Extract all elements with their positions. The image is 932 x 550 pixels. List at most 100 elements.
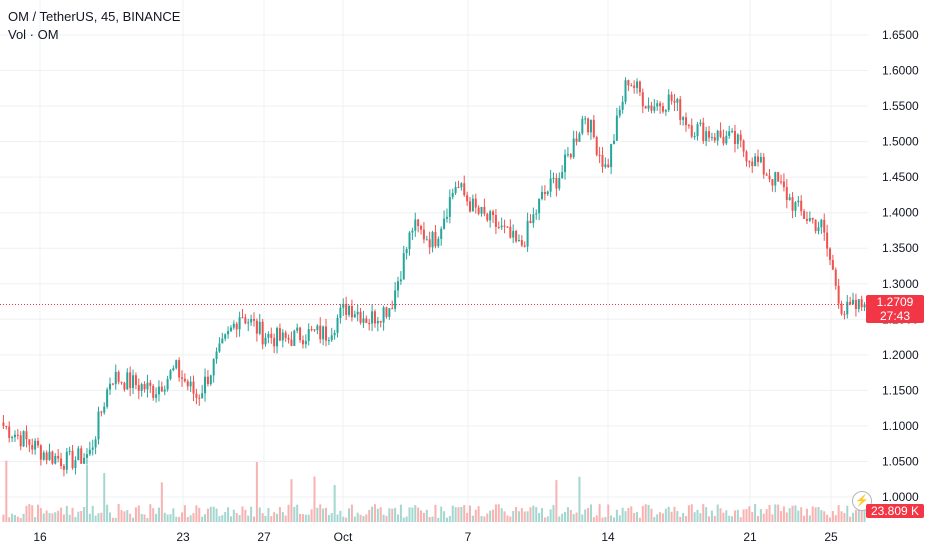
candle-body (273, 337, 276, 347)
volume-bar (235, 513, 238, 522)
bar-countdown: 27:43 (879, 309, 911, 324)
volume-bar (486, 513, 489, 522)
volume-bar (837, 505, 840, 522)
volume-bar (454, 507, 457, 522)
volume-bars (2, 460, 866, 522)
volume-bar (817, 507, 820, 522)
candle-body (299, 327, 302, 341)
volume-bar (515, 506, 518, 522)
volume-bar (218, 516, 221, 522)
volume-bar (60, 507, 63, 522)
candle-body (466, 195, 469, 202)
candle-body (820, 219, 823, 228)
candle-body (860, 299, 863, 308)
volume-bar (673, 506, 676, 522)
candle-body (371, 311, 374, 324)
candle-body (710, 137, 713, 139)
candle-body (301, 340, 304, 345)
volume-bar (103, 473, 106, 522)
volume-bar (814, 507, 817, 522)
volume-bar (849, 516, 852, 522)
candle-body (653, 106, 656, 111)
candle-body (270, 333, 273, 338)
candle-body (247, 322, 250, 324)
volume-bar (852, 512, 855, 522)
volume-bar (561, 513, 564, 522)
volume-bar (661, 513, 664, 522)
candle-body (817, 227, 820, 232)
volume-bar (800, 507, 803, 522)
volume-bar (350, 504, 353, 522)
volume-bar (860, 505, 863, 522)
candle-body (368, 323, 371, 325)
x-tick-label: 23 (176, 530, 190, 544)
volume-bar (382, 514, 385, 522)
candle-body (206, 376, 209, 385)
x-tick-label: 16 (33, 530, 47, 544)
candle-body (160, 386, 163, 392)
volume-bar (307, 514, 310, 522)
candle-body (739, 134, 742, 141)
volume-bar (278, 507, 281, 522)
volume-bar (489, 510, 492, 522)
volume-bar (558, 516, 561, 522)
candle-body (584, 118, 587, 120)
candle-body (330, 335, 333, 341)
volume-bar (756, 515, 760, 522)
candle-body (60, 458, 63, 467)
volume-bar (345, 517, 348, 522)
candle-body (62, 466, 65, 470)
volume-bar (264, 515, 267, 522)
candle-body (624, 80, 627, 102)
volume-bar (111, 517, 114, 522)
volume-bar (417, 507, 420, 522)
volume-bar (494, 504, 497, 522)
candle-body (126, 372, 129, 390)
candle-body (805, 218, 808, 221)
volume-bar (739, 517, 742, 522)
volume-bar (771, 514, 774, 522)
candle-body (578, 133, 581, 142)
candle-body (863, 304, 866, 308)
candle-body (814, 219, 817, 232)
volume-bar (316, 507, 319, 522)
volume-value-badge: 23.809 K (866, 504, 924, 518)
candle-body (719, 130, 722, 137)
volume-bar (126, 510, 129, 522)
candle-body (229, 327, 232, 332)
candle-body (558, 177, 561, 189)
candle-body (811, 218, 814, 220)
candle-body (94, 439, 97, 448)
candle-body (549, 178, 552, 192)
candle-body (111, 383, 114, 385)
volume-bar (728, 515, 731, 522)
candle-body (644, 106, 647, 109)
candle-body (693, 136, 696, 138)
volume-bar (281, 512, 284, 522)
x-tick-label: 7 (465, 530, 472, 544)
volume-bar (529, 507, 532, 522)
volume-bar (569, 509, 572, 522)
candle-body (523, 245, 526, 247)
candle-body (322, 326, 325, 340)
candle-body (353, 314, 356, 318)
candle-body (837, 285, 840, 304)
volume-bar (670, 511, 673, 522)
candle-body (106, 389, 109, 407)
volume-bar (238, 514, 241, 522)
volume-bar (299, 513, 302, 522)
volume-bar (13, 514, 16, 522)
volume-bar (258, 507, 261, 522)
candle-body (350, 305, 353, 318)
candle-body (85, 454, 88, 458)
candle-body (797, 200, 800, 203)
candle-body (333, 332, 336, 336)
volume-bar (630, 506, 633, 522)
volume-bar (342, 516, 345, 522)
volume-bar (123, 511, 126, 522)
last-price-value: 1.2709 (876, 295, 914, 310)
volume-bar (42, 513, 45, 522)
volume-bar (546, 516, 549, 522)
candle-body (192, 381, 195, 394)
